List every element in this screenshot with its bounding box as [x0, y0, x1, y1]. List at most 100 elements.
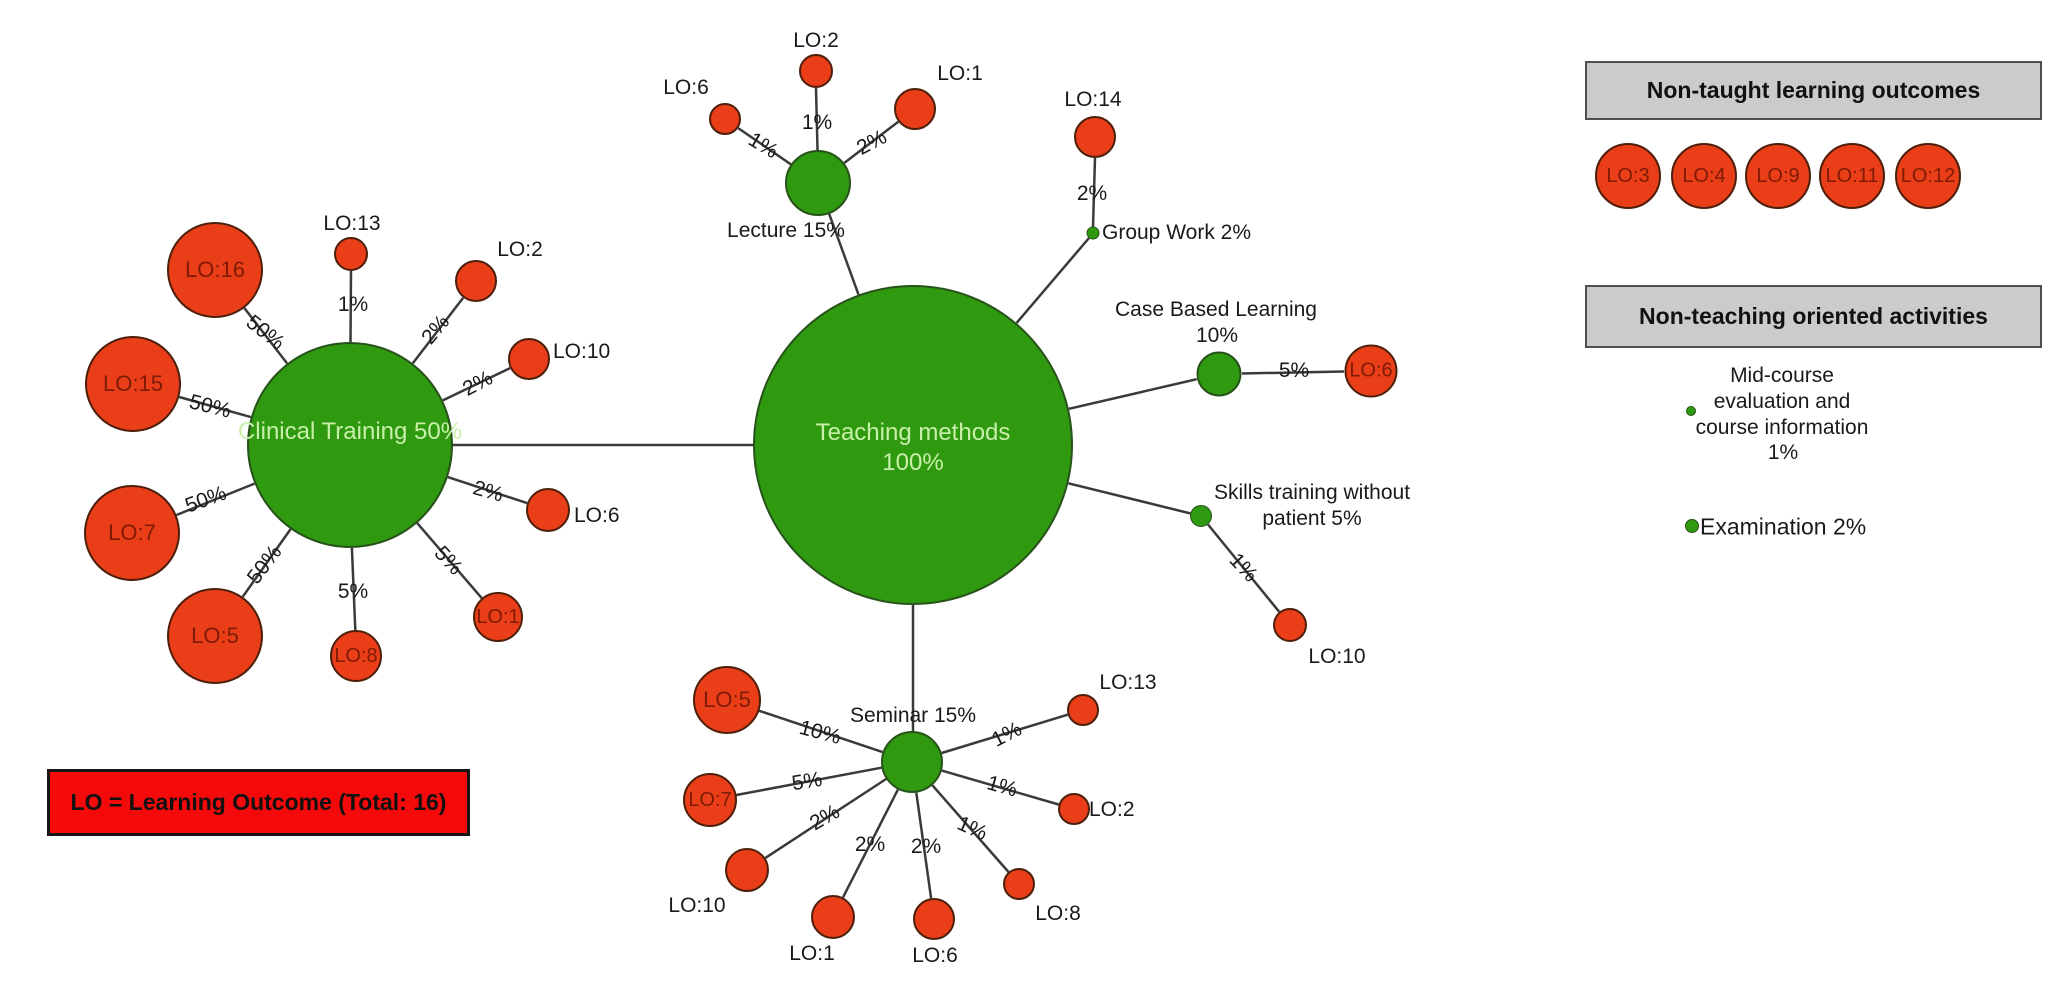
- node-seminar-lo6: [913, 898, 955, 940]
- case-based-pct: 10%: [1195, 324, 1239, 347]
- edge-clinical-lo6: [447, 475, 528, 505]
- seminar-lo6-label: LO:6: [912, 944, 958, 967]
- non-teaching-title: Non-teaching oriented activities: [1639, 303, 1988, 329]
- node-lecture: [785, 150, 851, 216]
- lecture-lo2-pct: 1%: [801, 111, 833, 134]
- nontaught-lo12-label: LO:12: [1900, 164, 1956, 187]
- edge-seminar-lo8: [931, 784, 1010, 873]
- seminar-lo7-label: LO:7: [688, 788, 732, 811]
- edge-seminar-lo13: [941, 713, 1069, 755]
- node-nontaught-lo9: LO:9: [1745, 143, 1811, 209]
- node-clinical-lo6: [526, 488, 570, 532]
- node-seminar-lo7: LO:7: [683, 773, 737, 827]
- edge-seminar-lo10: [764, 777, 887, 859]
- edge-hub-groupwork: [1015, 237, 1090, 324]
- node-clinical-lo15: LO:15: [85, 336, 181, 432]
- node-clinical-lo2: [455, 260, 497, 302]
- node-clinical-lo13: [334, 237, 368, 271]
- seminar-lo7-pct: 5%: [790, 767, 824, 796]
- midcourse-line4: 1%: [1767, 441, 1799, 464]
- seminar-lo1-pct: 2%: [854, 833, 886, 856]
- edge-clinical-lo8: [350, 547, 357, 631]
- clinical-lo10-label: LO:10: [553, 340, 611, 363]
- group-work-label: Group Work 2%: [1102, 221, 1251, 244]
- clinical-lo15-label: LO:15: [103, 371, 163, 396]
- edge-clinical-lo10: [442, 366, 511, 402]
- seminar-lo10-label: LO:10: [668, 894, 726, 917]
- teaching-methods-pct: 100%: [882, 449, 944, 476]
- skills-title-line2: patient 5%: [1262, 507, 1362, 530]
- seminar-lo13-label: LO:13: [1099, 671, 1157, 694]
- node-teaching-methods: [753, 285, 1073, 605]
- node-clinical-training: [247, 342, 453, 548]
- teaching-methods-title: Teaching methods: [815, 419, 1011, 446]
- edge-clinical-lo13: [349, 270, 353, 343]
- examination-dot: [1685, 519, 1699, 533]
- midcourse-line1: Mid-course: [1730, 364, 1834, 387]
- node-seminar-lo13: [1067, 694, 1099, 726]
- clinical-lo7-label: LO:7: [108, 520, 156, 545]
- node-skills-training: [1190, 505, 1212, 527]
- midcourse-line3: course information: [1695, 416, 1869, 439]
- node-seminar-lo5: LO:5: [693, 666, 761, 734]
- clinical-lo1-label: LO:1: [476, 605, 520, 628]
- case-based-title: Case Based Learning: [1115, 298, 1317, 321]
- edge-hub-skills: [1068, 482, 1191, 515]
- edge-skills-lo10: [1207, 523, 1281, 613]
- clinical-lo8-pct: 5%: [337, 580, 369, 603]
- clinical-lo13-pct: 1%: [337, 293, 369, 316]
- node-seminar-lo2: [1058, 793, 1090, 825]
- node-lecture-lo2: [799, 54, 833, 88]
- node-group-work: [1086, 226, 1100, 240]
- groupwork-lo14-pct: 2%: [1076, 182, 1108, 205]
- midcourse-line2: evaluation and: [1713, 390, 1851, 413]
- clinical-lo13-label: LO:13: [323, 212, 381, 235]
- edge-clinical-lo1: [416, 522, 483, 599]
- lecture-label: Lecture 15%: [727, 219, 845, 242]
- edge-clinical-lo2: [411, 296, 465, 365]
- casebased-lo6-pct: 5%: [1278, 359, 1310, 382]
- node-clinical-lo1: LO:1: [473, 592, 523, 642]
- nontaught-lo11-label: LO:11: [1825, 164, 1879, 187]
- node-clinical-lo7: LO:7: [84, 485, 180, 581]
- seminar-label: Seminar 15%: [849, 704, 977, 727]
- non-taught-title: Non-taught learning outcomes: [1646, 77, 1981, 103]
- nontaught-lo4-label: LO:4: [1682, 164, 1726, 187]
- legend-text: LO = Learning Outcome (Total: 16): [70, 789, 447, 815]
- clinical-lo5-label: LO:5: [191, 623, 239, 648]
- node-seminar-lo8: [1003, 868, 1035, 900]
- seminar-lo8-label: LO:8: [1035, 902, 1081, 925]
- edge-clinical-lo16: [243, 307, 289, 365]
- midcourse-dot: [1686, 406, 1696, 416]
- clinical-lo2-label: LO:2: [497, 238, 543, 261]
- node-groupwork-lo14: [1074, 116, 1116, 158]
- edge-lecture-lo2: [814, 87, 819, 151]
- edge-clinical-lo5: [241, 528, 292, 598]
- clinical-lo16-label: LO:16: [185, 257, 245, 282]
- node-lecture-lo6: [709, 103, 741, 135]
- clinical-lo6-label: LO:6: [574, 504, 620, 527]
- non-teaching-header: Non-teaching oriented activities: [1585, 285, 2042, 348]
- lecture-lo6-label: LO:6: [663, 76, 709, 99]
- skills-title-line1: Skills training without: [1213, 481, 1411, 504]
- teaching-methods-label: Teaching methods 100%: [816, 418, 1011, 478]
- node-seminar: [881, 731, 943, 793]
- node-case-based-learning: [1196, 351, 1242, 397]
- node-nontaught-lo12: LO:12: [1895, 143, 1961, 209]
- node-skills-lo10: [1273, 608, 1307, 642]
- edge-clinical-lo7: [176, 482, 255, 517]
- node-nontaught-lo3: LO:3: [1595, 143, 1661, 209]
- node-nontaught-lo4: LO:4: [1671, 143, 1737, 209]
- edge-seminar-lo6: [915, 792, 933, 899]
- node-clinical-lo10: [508, 338, 550, 380]
- skills-lo10-label: LO:10: [1308, 645, 1366, 668]
- node-clinical-lo8: LO:8: [330, 630, 382, 682]
- edge-seminar-lo7: [736, 766, 882, 797]
- legend-box: LO = Learning Outcome (Total: 16): [47, 769, 470, 836]
- edge-lecture-lo6: [737, 127, 792, 166]
- edge-groupwork-lo14: [1091, 157, 1097, 228]
- seminar-lo1-label: LO:1: [789, 942, 835, 965]
- edge-seminar-lo1: [841, 789, 900, 898]
- clinical-lo8-label: LO:8: [334, 644, 378, 667]
